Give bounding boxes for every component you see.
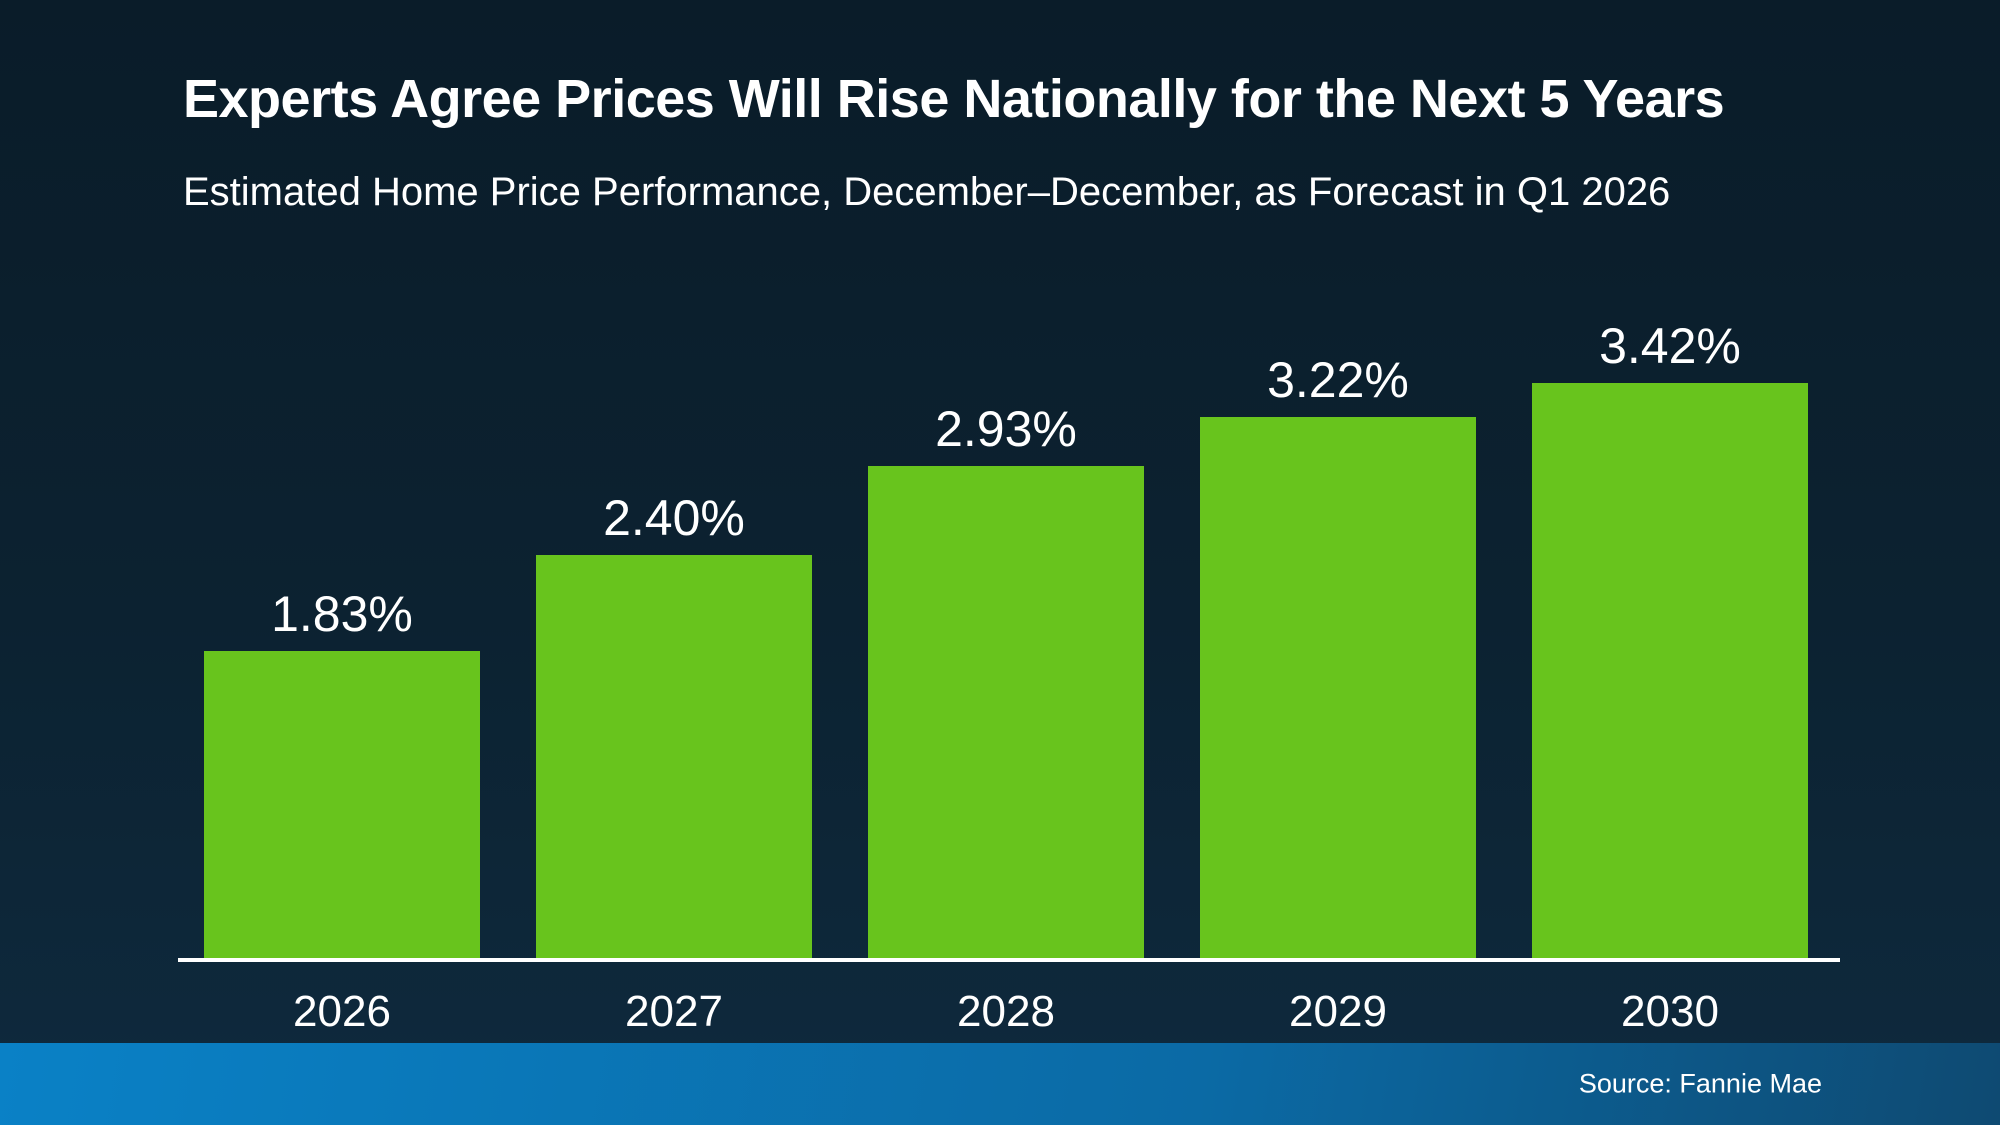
bar-group: 3.22% bbox=[1200, 355, 1476, 958]
x-axis-label: 2029 bbox=[1289, 987, 1387, 1036]
chart-subtitle: Estimated Home Price Performance, Decemb… bbox=[183, 170, 1671, 214]
x-axis-label: 2026 bbox=[293, 987, 391, 1036]
bar-value-label: 3.42% bbox=[1599, 318, 1741, 374]
bar bbox=[1200, 417, 1476, 958]
bar-value-label: 2.93% bbox=[935, 401, 1077, 457]
source-label: Source: Fannie Mae bbox=[1578, 1068, 1822, 1099]
bar-value-label: 1.83% bbox=[271, 586, 413, 642]
bar bbox=[868, 466, 1144, 958]
bar-group: 3.42% bbox=[1532, 321, 1808, 958]
bar bbox=[1532, 383, 1808, 958]
bar-group: 2.93% bbox=[868, 404, 1144, 958]
x-axis-line bbox=[178, 958, 1840, 962]
bar-group: 1.83% bbox=[204, 589, 480, 958]
bar bbox=[204, 651, 480, 958]
x-axis-label: 2028 bbox=[957, 987, 1055, 1036]
x-axis-label: 2027 bbox=[625, 987, 723, 1036]
x-axis-label: 2030 bbox=[1621, 987, 1719, 1036]
footer-band: Source: Fannie Mae bbox=[0, 1043, 2000, 1125]
x-axis-labels: 2026 2027 2028 2029 2030 bbox=[204, 990, 1808, 1034]
bar-group: 2.40% bbox=[536, 493, 812, 958]
bar-value-label: 2.40% bbox=[603, 490, 745, 546]
bar-value-label: 3.22% bbox=[1267, 352, 1409, 408]
bars-container: 1.83% 2.40% 2.93% 3.22% 3.42% bbox=[204, 321, 1808, 958]
chart-title: Experts Agree Prices Will Rise Nationall… bbox=[183, 69, 1725, 129]
bar bbox=[536, 555, 812, 958]
